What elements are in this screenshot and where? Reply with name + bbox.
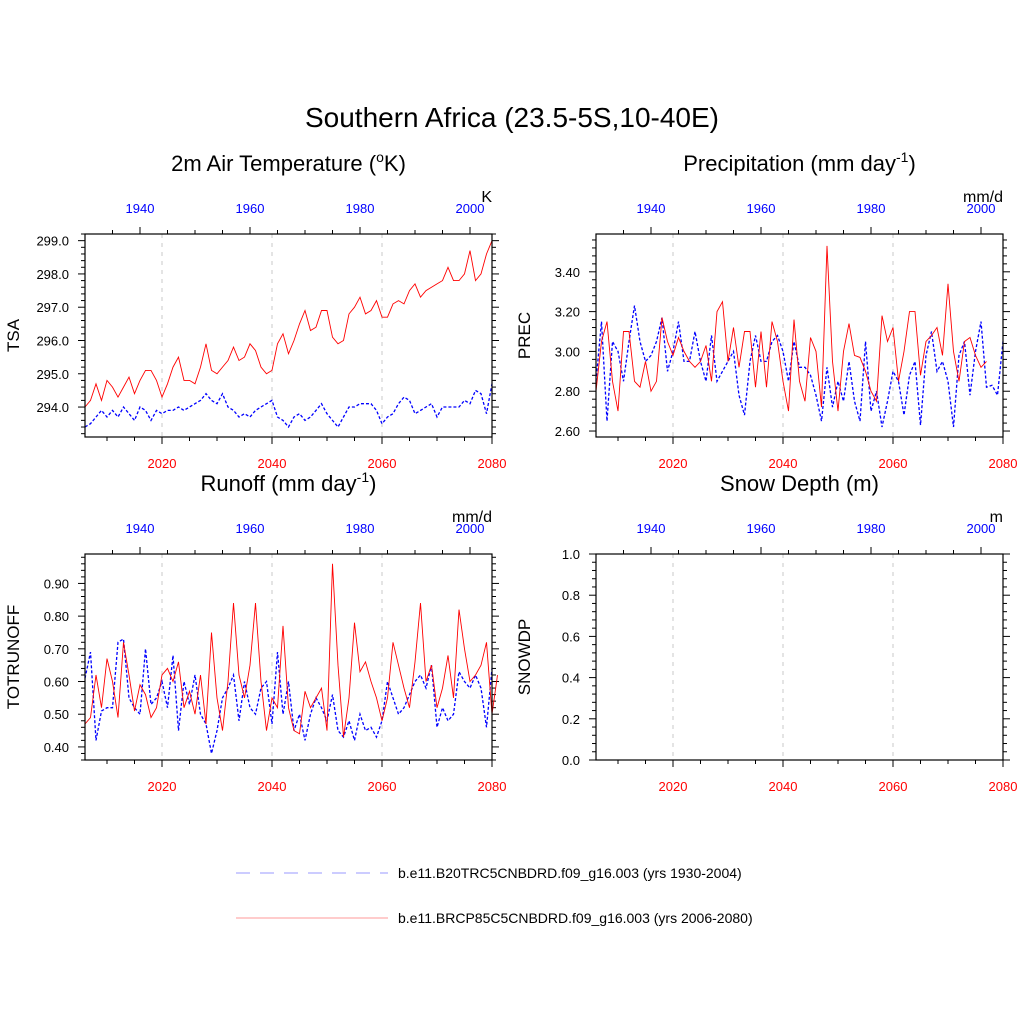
panel-title-end: ) bbox=[908, 151, 915, 176]
y-tick-label: 0.0 bbox=[562, 753, 580, 768]
y-tick-label: 0.90 bbox=[44, 576, 69, 591]
y-axis-label: SNOWDP bbox=[515, 619, 534, 696]
x-tick-label-top: 1980 bbox=[857, 201, 886, 216]
panel-units: m bbox=[990, 509, 1003, 526]
panel-runoff: Runoff (mm day-1) mm/d TOTRUNOFF 2020 2040 20… bbox=[4, 469, 506, 794]
x-tick-label-bottom: 2040 bbox=[258, 456, 287, 471]
y-axis-label: TOTRUNOFF bbox=[4, 605, 23, 710]
figure-title: Southern Africa (23.5-5S,10-40E) bbox=[305, 102, 719, 133]
y-tick-label: 0.4 bbox=[562, 671, 580, 686]
y-axis-label: PREC bbox=[515, 312, 534, 359]
x-tick-label-bottom: 2020 bbox=[659, 779, 688, 794]
y-tick-label: 3.20 bbox=[555, 305, 580, 320]
legend-label-future: b.e11.BRCP85C5CNBDRD.f09_g16.003 (yrs 20… bbox=[398, 910, 753, 926]
y-tick-label: 0.70 bbox=[44, 642, 69, 657]
plot-frame bbox=[84, 553, 493, 761]
x-tick-label-top: 1980 bbox=[346, 201, 375, 216]
y-tick-label: 296.0 bbox=[36, 333, 69, 348]
x-tick-label-top: 2000 bbox=[456, 201, 485, 216]
x-tick-label-top: 1960 bbox=[236, 521, 265, 536]
series-line-historical bbox=[84, 637, 493, 754]
y-tick-label: 1.0 bbox=[562, 547, 580, 562]
panel-title-sup: o bbox=[376, 149, 384, 165]
y-tick-label: 2.80 bbox=[555, 384, 580, 399]
y-tick-label: 295.0 bbox=[36, 367, 69, 382]
panel-title-end: ) bbox=[369, 471, 376, 496]
x-tick-label-bottom: 2080 bbox=[989, 456, 1018, 471]
panel-units: mm/d bbox=[963, 189, 1003, 206]
series-line-future bbox=[84, 563, 498, 738]
x-tick-label-bottom: 2080 bbox=[478, 779, 507, 794]
y-tick-label: 0.40 bbox=[44, 740, 69, 755]
y-tick-label: 298.0 bbox=[36, 267, 69, 282]
x-tick-label-bottom: 2060 bbox=[368, 456, 397, 471]
x-tick-label-bottom: 2040 bbox=[769, 456, 798, 471]
panel-title: 2m Air Temperature (oK) bbox=[171, 149, 406, 176]
x-tick-label-bottom: 2020 bbox=[148, 779, 177, 794]
y-tick-label: 294.0 bbox=[36, 400, 69, 415]
x-tick-label-bottom: 2020 bbox=[659, 456, 688, 471]
x-tick-label-top: 1940 bbox=[126, 201, 155, 216]
panel-tsa: 2m Air Temperature (oK) K TSA 2020 2040 2060 2… bbox=[4, 149, 506, 471]
x-tick-label-top: 1960 bbox=[747, 521, 776, 536]
x-tick-label-top: 1960 bbox=[236, 201, 265, 216]
y-tick-label: 297.0 bbox=[36, 300, 69, 315]
x-tick-label-top: 1940 bbox=[637, 521, 666, 536]
y-tick-label: 2.60 bbox=[555, 424, 580, 439]
x-tick-label-bottom: 2040 bbox=[258, 779, 287, 794]
panel-units: K bbox=[481, 189, 492, 206]
y-tick-label: 0.50 bbox=[44, 707, 69, 722]
x-tick-label-top: 2000 bbox=[456, 521, 485, 536]
plot-frame bbox=[595, 233, 1004, 438]
x-tick-label-bottom: 2040 bbox=[769, 779, 798, 794]
panel-title: Snow Depth (m) bbox=[720, 471, 879, 496]
panel-title-sup: -1 bbox=[357, 469, 370, 485]
panel-snowdp: Snow Depth (m) m SNOWDP 2020 2040 2060 2080 194… bbox=[515, 471, 1017, 794]
x-tick-label-top: 1980 bbox=[346, 521, 375, 536]
y-tick-label: 0.80 bbox=[44, 609, 69, 624]
panel-title: Precipitation (mm day-1) bbox=[683, 149, 916, 176]
x-tick-label-top: 1960 bbox=[747, 201, 776, 216]
panel-title: Runoff (mm day-1) bbox=[201, 469, 377, 496]
y-tick-label: 0.60 bbox=[44, 675, 69, 690]
y-tick-label: 3.40 bbox=[555, 265, 580, 280]
plot-frame bbox=[84, 233, 493, 438]
panel-title-sup: -1 bbox=[896, 149, 909, 165]
y-tick-label: 0.8 bbox=[562, 588, 580, 603]
series-line-future bbox=[595, 245, 987, 412]
panel-units: mm/d bbox=[452, 509, 492, 526]
panel-title-main: 2m Air Temperature ( bbox=[171, 151, 377, 176]
series-line-historical bbox=[595, 305, 1004, 428]
y-tick-label: 299.0 bbox=[36, 234, 69, 249]
x-tick-label-bottom: 2060 bbox=[368, 779, 397, 794]
plot-frame bbox=[595, 553, 1004, 761]
x-tick-label-top: 2000 bbox=[967, 201, 996, 216]
x-tick-label-top: 1940 bbox=[126, 521, 155, 536]
panel-title-end: K) bbox=[384, 151, 406, 176]
y-tick-label: 0.6 bbox=[562, 629, 580, 644]
panel-title-main: Precipitation (mm day bbox=[683, 151, 896, 176]
series-line-historical bbox=[84, 383, 493, 429]
y-axis-label: TSA bbox=[4, 318, 23, 352]
y-tick-label: 3.00 bbox=[555, 344, 580, 359]
x-tick-label-bottom: 2060 bbox=[879, 779, 908, 794]
panel-title-main: Snow Depth (m) bbox=[720, 471, 879, 496]
x-tick-label-bottom: 2060 bbox=[879, 456, 908, 471]
x-tick-label-top: 1980 bbox=[857, 521, 886, 536]
panel-prec: Precipitation (mm day-1) mm/d PREC 2020 2040… bbox=[515, 149, 1017, 471]
x-tick-label-bottom: 2080 bbox=[478, 456, 507, 471]
legend-label-historical: b.e11.B20TRC5CNBDRD.f09_g16.003 (yrs 193… bbox=[398, 865, 742, 881]
panel-title-main: Runoff (mm day bbox=[201, 471, 357, 496]
series-line-future bbox=[84, 240, 493, 408]
y-tick-label: 0.2 bbox=[562, 712, 580, 727]
x-tick-label-bottom: 2080 bbox=[989, 779, 1018, 794]
x-tick-label-top: 1940 bbox=[637, 201, 666, 216]
x-tick-label-top: 2000 bbox=[967, 521, 996, 536]
x-tick-label-bottom: 2020 bbox=[148, 456, 177, 471]
